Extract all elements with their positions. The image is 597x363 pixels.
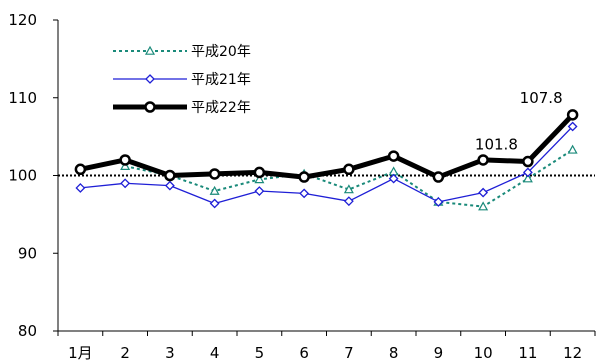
- y-tick-label: 90: [18, 244, 37, 262]
- legend-item-3: 平成22年: [113, 100, 251, 116]
- x-tick-label: 9: [434, 344, 444, 362]
- annotations: 101.8 107.8: [475, 89, 563, 154]
- circle-marker: [522, 155, 534, 168]
- legend-item-2: 平成21年: [113, 72, 251, 88]
- diamond-marker: [299, 188, 310, 199]
- diamond-marker: [343, 196, 354, 207]
- diamond-marker: [388, 173, 399, 184]
- diamond-marker: [478, 187, 489, 198]
- diamond-marker: [209, 198, 220, 209]
- x-tick-label: 6: [299, 344, 309, 362]
- x-tick-label: 5: [255, 344, 265, 362]
- x-tick-label: 4: [210, 344, 220, 362]
- series-3: [74, 109, 579, 183]
- y-tick-label: 110: [8, 89, 37, 107]
- diamond-marker: [567, 121, 578, 132]
- circle-marker: [566, 109, 579, 121]
- legend-label: 平成20年: [191, 44, 251, 60]
- diamond-marker: [145, 74, 155, 84]
- triangle-marker: [254, 174, 265, 184]
- triangle-marker: [522, 173, 533, 183]
- series-line: [124, 148, 574, 208]
- data-label: 107.8: [520, 89, 563, 107]
- diamond-marker: [522, 167, 533, 178]
- diamond-marker: [164, 180, 175, 191]
- diamond-marker: [433, 197, 444, 207]
- series-line: [80, 126, 574, 205]
- x-tick-label: 8: [389, 344, 399, 362]
- circle-marker: [74, 163, 87, 176]
- triangle-marker: [567, 144, 578, 154]
- circle-marker: [208, 168, 221, 180]
- triangle-marker: [343, 184, 354, 194]
- y-axis-ticks: 80 90 100 110 120: [8, 11, 58, 340]
- circle-marker: [119, 154, 131, 166]
- y-tick-label: 100: [8, 167, 37, 185]
- triangle-marker: [120, 160, 131, 170]
- triangle-marker: [144, 45, 156, 55]
- series-line: [79, 113, 575, 180]
- series-group: [74, 109, 579, 211]
- circle-marker: [298, 171, 310, 183]
- circle-marker: [144, 101, 156, 113]
- diamond-marker: [254, 186, 265, 196]
- circle-marker: [164, 169, 176, 182]
- data-label: 101.8: [475, 136, 518, 154]
- x-tick-label: 10: [474, 344, 493, 362]
- legend-item-1: 平成20年: [113, 44, 251, 60]
- y-tick-label: 120: [8, 11, 37, 29]
- x-axis-ticks: 1月 2 3 4 5 6 7 8 9 10 11 12: [57, 331, 596, 362]
- diamond-marker: [120, 178, 131, 189]
- triangle-marker: [209, 185, 220, 195]
- triangle-marker: [478, 201, 489, 211]
- y-tick-label: 80: [18, 322, 37, 340]
- diamond-marker: [75, 183, 86, 193]
- circle-marker: [253, 166, 266, 179]
- x-tick-label: 3: [165, 344, 175, 362]
- x-tick-label: 7: [344, 344, 354, 362]
- x-tick-label: 12: [563, 344, 582, 362]
- circle-marker: [432, 171, 445, 183]
- series-2: [75, 121, 578, 209]
- legend-label: 平成21年: [191, 72, 251, 88]
- x-tick-label: 11: [518, 344, 537, 362]
- circle-marker: [477, 154, 489, 166]
- circle-marker: [343, 163, 355, 176]
- legend-label: 平成22年: [191, 100, 251, 116]
- x-tick-label: 2: [120, 344, 130, 362]
- circle-marker: [387, 150, 400, 162]
- x-tick-label: 1月: [68, 344, 93, 362]
